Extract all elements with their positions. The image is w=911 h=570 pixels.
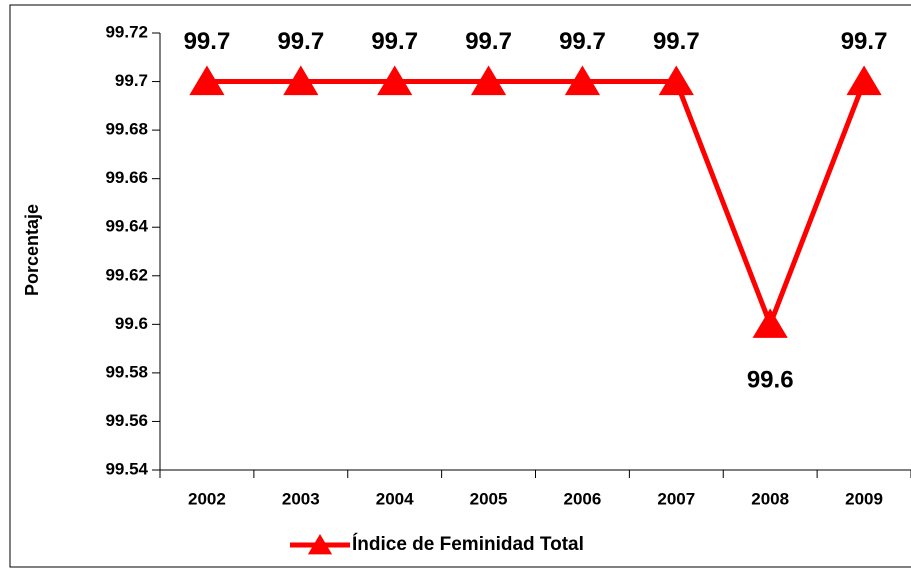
y-tick-label: 99.54 [105,459,148,478]
y-tick-label: 99.7 [115,71,148,90]
data-label: 99.7 [653,28,700,55]
marker [377,65,413,96]
x-tick-label: 2002 [188,489,226,508]
legend-label: Índice de Feminidad Total [352,533,584,555]
y-tick-label: 99.6 [115,314,148,333]
y-tick-label: 99.72 [105,22,148,41]
x-tick-label: 2008 [751,489,789,508]
y-tick-label: 99.68 [105,120,148,139]
data-label: 99.7 [277,28,324,55]
data-label: 99.7 [465,28,512,55]
series-line [206,79,867,332]
x-tick-label: 2007 [657,489,695,508]
marker [283,65,319,96]
data-label: 99.6 [747,367,794,394]
marker [564,65,601,96]
y-tick-label: 99.58 [105,362,148,381]
marker [846,65,882,96]
data-label: 99.7 [841,28,888,55]
y-tick-label: 99.66 [105,168,148,187]
legend-marker [307,534,333,555]
data-label: 99.7 [184,28,231,55]
y-tick-label: 99.62 [105,265,148,284]
marker [658,65,694,96]
marker [189,65,225,96]
data-label: 99.7 [371,28,418,55]
x-tick-label: 2009 [845,489,883,508]
marker [470,65,507,96]
marker [752,308,788,338]
y-tick-label: 99.56 [105,411,148,430]
y-tick-label: 99.64 [105,217,148,236]
x-tick-label: 2006 [564,489,602,508]
x-tick-label: 2005 [470,489,508,508]
x-tick-label: 2003 [282,489,320,508]
y-axis-label: Porcentaje [22,204,42,296]
data-label: 99.7 [559,28,606,55]
x-tick-label: 2004 [376,489,414,508]
